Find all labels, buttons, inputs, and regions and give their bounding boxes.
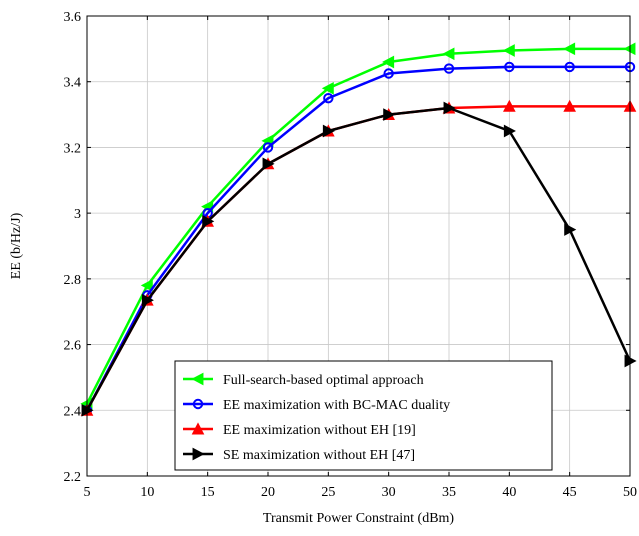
x-tick-label: 30 [382, 485, 396, 500]
data-point [323, 92, 334, 104]
y-tick-label: 2.6 [64, 339, 82, 354]
y-tick-label: 3 [74, 207, 81, 222]
data-point [262, 157, 275, 171]
data-point [502, 44, 515, 57]
axis-ticks: 5 10 15 20 25 30 35 40 45 50 2.2 2.4 2.6 2.8 3 3.2 3.4 3.… [64, 10, 638, 500]
legend-swatch-marker [191, 372, 204, 386]
y-tick-label: 2.2 [64, 470, 82, 485]
data-point [443, 101, 456, 115]
data-point [321, 81, 334, 95]
data-point [322, 124, 335, 138]
data-point [202, 215, 215, 228]
legend-label: EE maximization with BC-MAC duality [223, 398, 450, 413]
legend: Full-search-based optimal approach EE max… [174, 360, 553, 471]
data-point [503, 124, 516, 138]
x-tick-label: 50 [623, 485, 637, 500]
data-point [564, 223, 577, 236]
x-tick-label: 20 [261, 485, 275, 500]
legend-item: EE maximization with BC-MAC duality [183, 398, 450, 413]
y-tick-label: 2.8 [64, 273, 82, 288]
data-point [563, 42, 576, 56]
y-tick-label: 3.6 [64, 10, 82, 25]
data-point [503, 99, 516, 112]
data-point [262, 142, 274, 153]
series-line [85, 47, 630, 405]
data-point [504, 61, 515, 73]
legend-label: Full-search-based optimal approach [223, 373, 424, 388]
x-tick-label: 5 [84, 485, 91, 500]
series-line [85, 106, 632, 411]
data-point [140, 279, 153, 292]
y-tick-label: 3.2 [64, 141, 82, 156]
legend-label: SE maximization without EH [47] [223, 448, 415, 463]
data-point [442, 47, 455, 61]
x-tick-label: 35 [442, 485, 456, 500]
y-axis-title: EE (b/Hz/J) [9, 212, 24, 279]
data-point [383, 68, 394, 79]
y-tick-label: 3.4 [64, 76, 82, 91]
plot-frame [86, 15, 631, 477]
series-group [80, 42, 637, 417]
legend-box [174, 360, 553, 471]
y-tick-label: 2.4 [64, 404, 82, 419]
x-axis-title: Transmit Power Constraint (dBm) [263, 511, 455, 526]
legend-swatch-marker [192, 447, 205, 461]
x-tick-label: 10 [140, 485, 154, 500]
grid [87, 16, 630, 476]
legend-item: EE maximization without EH [19] [183, 422, 416, 438]
data-point [563, 99, 576, 112]
series-3 [81, 101, 637, 417]
x-tick-label: 40 [502, 485, 516, 500]
series-0 [80, 42, 636, 411]
legend-swatch-marker [191, 422, 205, 435]
data-point [443, 63, 455, 74]
data-point [383, 108, 396, 121]
legend-item: SE maximization without EH [47] [183, 447, 415, 463]
x-tick-label: 25 [321, 485, 335, 500]
data-point [141, 293, 154, 307]
x-tick-label: 45 [563, 485, 577, 500]
data-point [382, 55, 395, 69]
legend-item: Full-search-based optimal approach [183, 372, 424, 388]
x-tick-label: 15 [201, 485, 215, 500]
legend-swatch-marker [192, 398, 204, 410]
data-point [564, 61, 575, 73]
series-line [85, 65, 630, 411]
legend-label: EE maximization without EH [19] [223, 423, 416, 438]
